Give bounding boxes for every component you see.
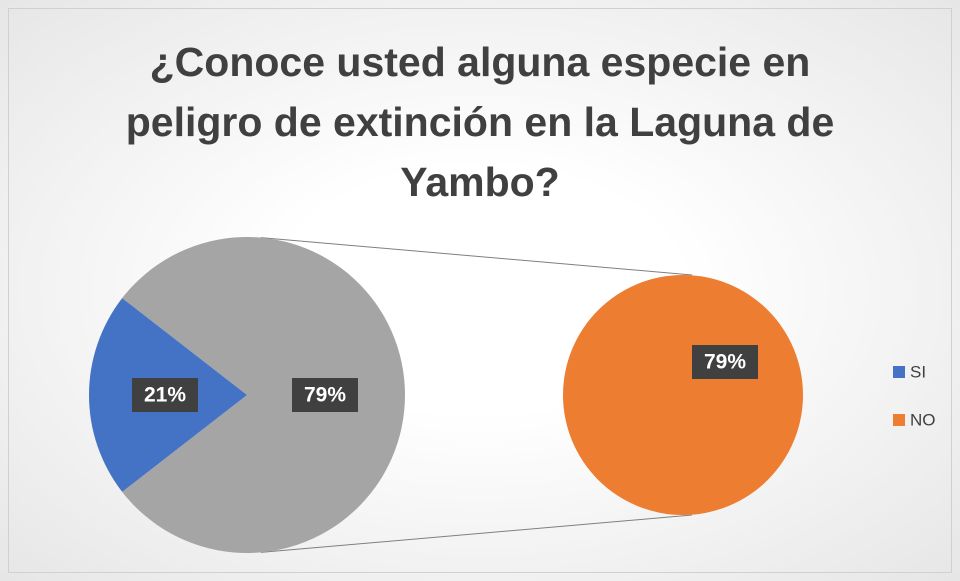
data-label-box <box>292 378 358 412</box>
legend-label: NO <box>910 410 936 429</box>
pie-slice <box>563 275 803 515</box>
data-label-box <box>132 378 198 412</box>
connector <box>260 237 693 276</box>
data-label: 21% <box>144 384 186 407</box>
data-label-box <box>692 345 758 379</box>
data-label: 79% <box>704 351 746 374</box>
connector <box>260 514 693 553</box>
data-label: 79% <box>304 384 346 407</box>
legend-swatch <box>893 414 905 426</box>
chart-title: ¿Conoce usted alguna especie en peligro … <box>125 39 835 205</box>
legend-swatch <box>893 366 905 378</box>
pie-slice <box>122 237 405 554</box>
legend-label: SI <box>910 362 926 381</box>
chart-frame <box>8 8 952 573</box>
